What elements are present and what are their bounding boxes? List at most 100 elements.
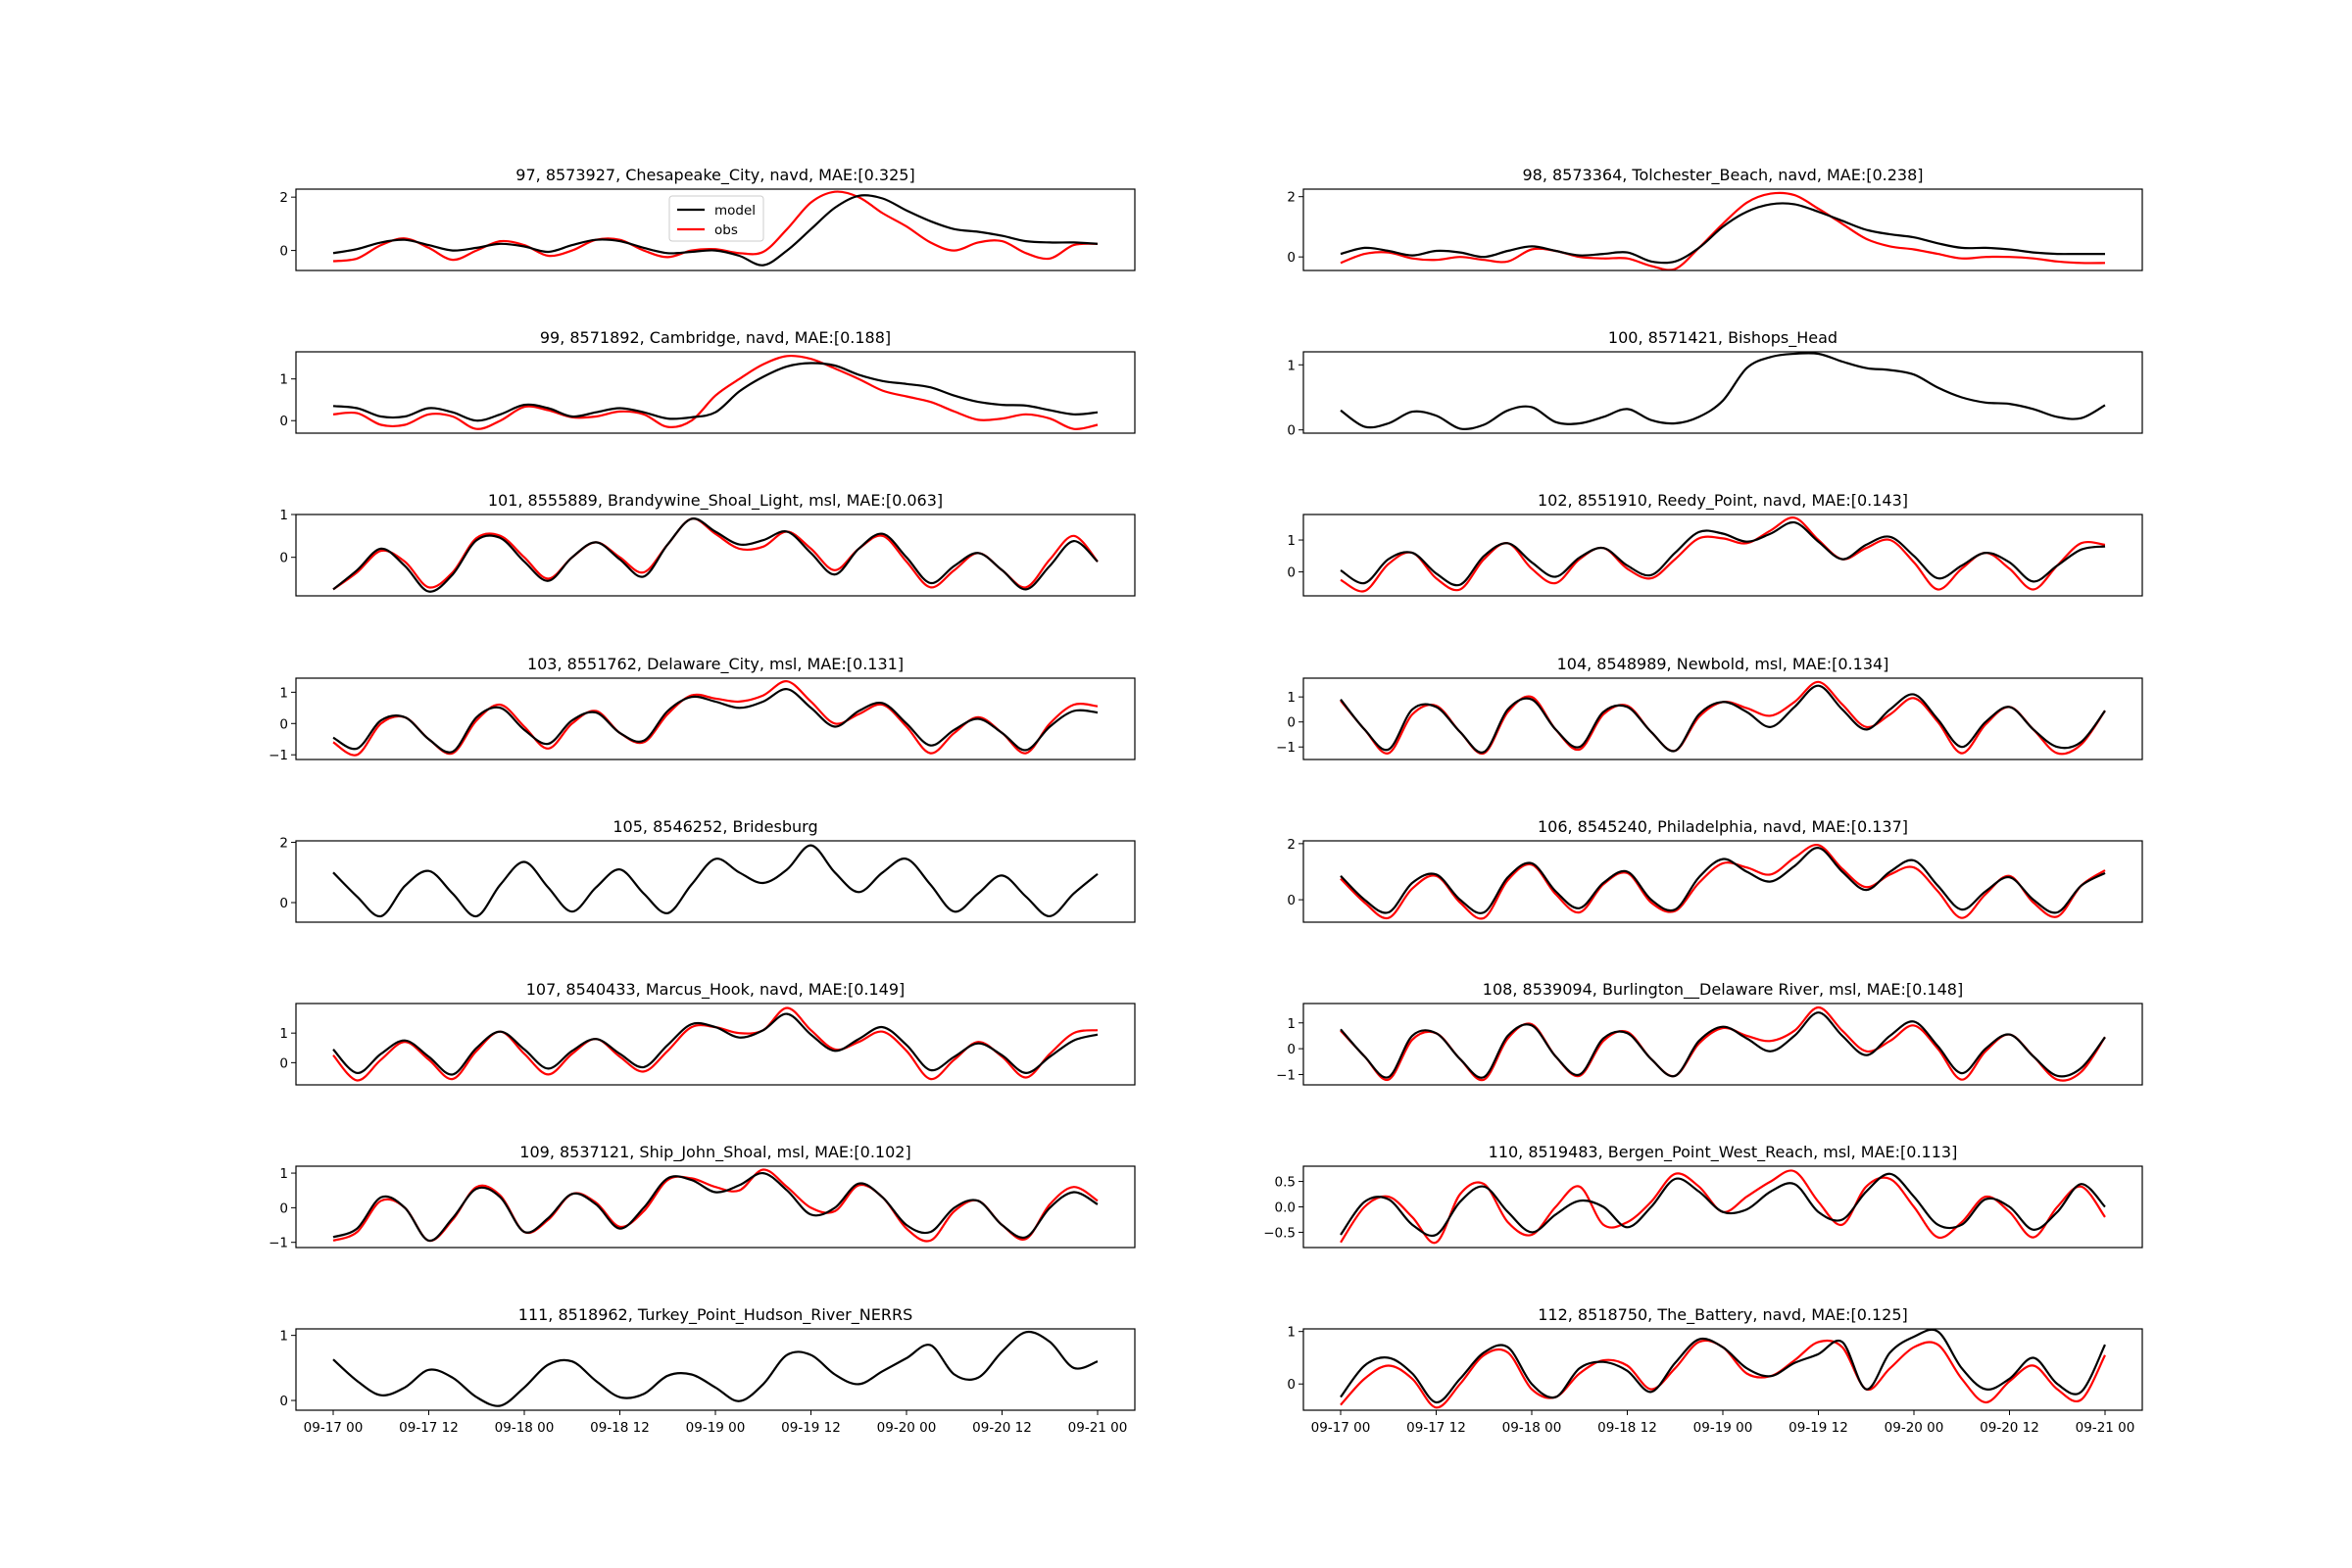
y-tick-label: 0.0 <box>1275 1200 1296 1216</box>
x-tick-label: 09-19 00 <box>1693 1420 1753 1436</box>
panel-title: 111, 8518962, Turkey_Point_Hudson_River_… <box>518 1305 912 1325</box>
x-tick-label: 09-19 00 <box>686 1420 746 1436</box>
panel-title: 104, 8548989, Newbold, msl, MAE:[0.134] <box>1557 655 1889 673</box>
panel-title: 112, 8518750, The_Battery, navd, MAE:[0.… <box>1538 1305 1908 1325</box>
y-tick-label: 0 <box>279 896 288 911</box>
series-line-obs <box>332 680 1099 757</box>
x-tick-label: 09-19 12 <box>781 1420 841 1436</box>
y-tick-label: 2 <box>1287 190 1296 206</box>
series-group <box>332 844 1099 918</box>
x-tick-label: 09-20 00 <box>877 1420 937 1436</box>
y-tick-label: 1 <box>1287 533 1296 549</box>
y-tick-label: 1 <box>1287 1325 1296 1341</box>
x-tick-label: 09-19 12 <box>1788 1420 1848 1436</box>
panel-title: 99, 8571892, Cambridge, navd, MAE:[0.188… <box>540 328 891 347</box>
series-line-model <box>332 1012 1099 1076</box>
panel-title: 106, 8545240, Philadelphia, navd, MAE:[0… <box>1538 817 1908 836</box>
y-tick-label: 0.5 <box>1275 1175 1296 1191</box>
y-tick-label: 0 <box>1287 1042 1296 1057</box>
y-tick-label: 1 <box>279 1329 288 1345</box>
axes-frame <box>1302 840 2143 923</box>
y-tick-label: 1 <box>279 372 288 388</box>
panel-16: 112, 8518750, The_Battery, navd, MAE:[0.… <box>1287 1305 2143 1436</box>
series-group <box>1340 191 2106 270</box>
panel-4: 100, 8571421, Bishops_Head 0 1 <box>1287 328 2143 439</box>
panel-7: 103, 8551762, Delaware_City, msl, MAE:[0… <box>269 655 1136 763</box>
series-line-model <box>1340 684 2106 754</box>
y-tick-label: 0 <box>279 551 288 566</box>
y-tick-label: 0 <box>1287 715 1296 731</box>
y-tick-label: 1 <box>279 1026 288 1042</box>
series-group <box>332 1168 1099 1243</box>
axes-frame <box>1302 514 2143 597</box>
panel-12: 108, 8539094, Burlington__Delaware River… <box>1276 980 2143 1086</box>
panel-6: 102, 8551910, Reedy_Point, navd, MAE:[0.… <box>1287 491 2143 597</box>
x-tick-label: 09-21 00 <box>1068 1420 1128 1436</box>
y-tick-label: 1 <box>1287 690 1296 706</box>
series-group <box>1340 844 2106 920</box>
series-line-model <box>332 1330 1099 1407</box>
panel-title: 109, 8537121, Ship_John_Shoal, msl, MAE:… <box>519 1143 910 1162</box>
series-line-model <box>332 517 1099 593</box>
axes-frame <box>295 840 1136 923</box>
series-line-model <box>1340 1329 2106 1404</box>
series-group <box>332 190 1099 267</box>
axes-frame <box>295 1003 1136 1086</box>
y-tick-label: 0 <box>279 1394 288 1409</box>
y-tick-label: 0 <box>1287 250 1296 266</box>
legend-label-model: model <box>714 203 756 219</box>
y-tick-label: 1 <box>1287 358 1296 373</box>
y-tick-label: 0 <box>1287 565 1296 581</box>
series-group <box>332 1330 1099 1407</box>
y-tick-label: −1 <box>269 1236 288 1251</box>
x-tick-label: 09-18 00 <box>495 1420 555 1436</box>
series-group <box>1340 352 2106 430</box>
series-group <box>332 354 1099 430</box>
x-tick-label: 09-17 00 <box>304 1420 364 1436</box>
panel-title: 107, 8540433, Marcus_Hook, navd, MAE:[0.… <box>526 980 906 1000</box>
x-tick-label: 09-18 12 <box>590 1420 650 1436</box>
series-line-obs <box>332 354 1099 430</box>
panel-5: 101, 8555889, Brandywine_Shoal_Light, ms… <box>279 491 1136 597</box>
legend: model obs <box>668 195 764 242</box>
x-tick-label: 09-17 00 <box>1311 1420 1371 1436</box>
panel-14: 110, 8519483, Bergen_Point_West_Reach, m… <box>1263 1143 2143 1249</box>
x-tick-label: 09-20 12 <box>972 1420 1032 1436</box>
y-tick-label: 1 <box>1287 1016 1296 1032</box>
series-line-model <box>332 1171 1099 1243</box>
y-tick-label: 0 <box>1287 893 1296 908</box>
x-tick-label: 09-18 00 <box>1502 1420 1562 1436</box>
panel-title: 103, 8551762, Delaware_City, msl, MAE:[0… <box>527 655 904 674</box>
series-group <box>1340 516 2106 593</box>
panel-title: 108, 8539094, Burlington__Delaware River… <box>1483 980 1963 1000</box>
panel-title: 102, 8551910, Reedy_Point, navd, MAE:[0.… <box>1538 491 1908 511</box>
panel-title: 100, 8571421, Bishops_Head <box>1608 328 1838 348</box>
y-tick-label: 0 <box>279 244 288 260</box>
panel-15: 111, 8518962, Turkey_Point_Hudson_River_… <box>279 1305 1136 1436</box>
panel-title: 98, 8573364, Tolchester_Beach, navd, MAE… <box>1522 166 1923 185</box>
axes-frame <box>295 677 1136 760</box>
series-line-obs <box>332 190 1099 263</box>
series-line-model <box>1340 1011 2106 1079</box>
series-group <box>1340 1329 2106 1409</box>
panel-1: 97, 8573927, Chesapeake_City, navd, MAE:… <box>279 166 1136 271</box>
axes-frame <box>295 1165 1136 1249</box>
x-tick-label: 09-20 12 <box>1980 1420 2039 1436</box>
y-tick-label: 0 <box>279 414 288 429</box>
y-tick-label: 2 <box>279 190 288 206</box>
series-group <box>332 517 1099 593</box>
series-group <box>1340 680 2106 756</box>
y-tick-label: 1 <box>279 508 288 523</box>
y-tick-label: 1 <box>279 1166 288 1182</box>
y-tick-label: 2 <box>279 836 288 852</box>
axes-frame <box>295 188 1136 271</box>
series-line-model <box>1340 202 2105 265</box>
series-line-obs <box>1340 844 2106 920</box>
x-tick-label: 09-18 12 <box>1597 1420 1657 1436</box>
axes-frame <box>295 514 1136 597</box>
panel-13: 109, 8537121, Ship_John_Shoal, msl, MAE:… <box>269 1143 1136 1251</box>
y-tick-label: −1 <box>1276 1067 1296 1083</box>
series-line-model <box>332 194 1099 267</box>
panel-11: 107, 8540433, Marcus_Hook, navd, MAE:[0.… <box>279 980 1136 1086</box>
y-tick-label: 0 <box>1287 423 1296 439</box>
